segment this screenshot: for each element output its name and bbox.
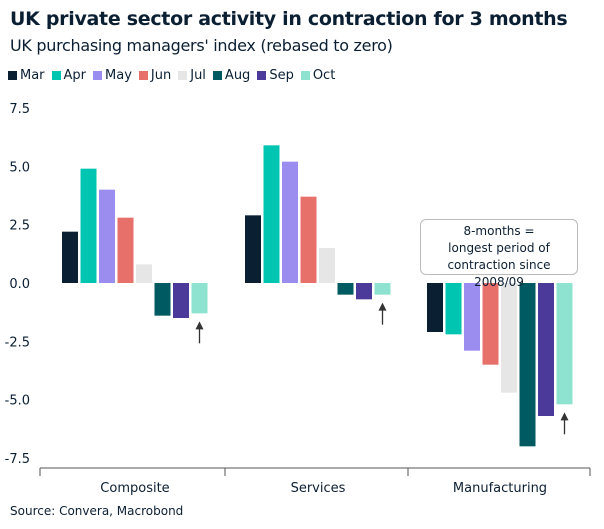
bar-apr-composite	[80, 168, 97, 283]
legend-label: Jun	[150, 68, 172, 83]
legend-label: Jul	[190, 68, 206, 83]
bar-jul-manufacturing	[501, 283, 517, 393]
legend-swatch	[257, 71, 267, 80]
legend-swatch	[178, 71, 188, 80]
y-tick-label: 5.0	[9, 160, 30, 175]
x-tick-label: Composite	[100, 481, 169, 496]
legend-swatch	[300, 71, 310, 80]
x-tick-label: Manufacturing	[453, 481, 547, 496]
bar-aug-services	[337, 283, 354, 295]
bar-jun-services	[300, 196, 317, 283]
y-tick-label: 2.5	[9, 219, 30, 234]
legend-label: Apr	[63, 68, 87, 83]
x-tick-label: Services	[291, 481, 346, 496]
bar-oct-services	[374, 283, 391, 295]
legend-label: Sep	[269, 68, 294, 83]
chart-subtitle: UK purchasing managers' index (rebased t…	[10, 36, 393, 55]
bar-jun-manufacturing	[482, 283, 499, 365]
bar-apr-manufacturing	[445, 283, 462, 335]
arrow-head-icon	[560, 412, 569, 421]
legend-item: May	[93, 68, 132, 83]
bar-oct-manufacturing	[556, 283, 573, 405]
bar-oct-composite	[191, 283, 208, 314]
y-tick-label: -7.5	[5, 452, 30, 467]
bar-may-composite	[99, 189, 115, 283]
legend-swatch	[212, 71, 222, 80]
legend-item: Sep	[257, 68, 294, 83]
legend-item: Jul	[178, 68, 206, 83]
source-note: Source: Convera, Macrobond	[10, 504, 184, 518]
bar-mar-composite	[62, 231, 78, 283]
bar-may-services	[282, 161, 298, 283]
bar-sep-composite	[173, 283, 189, 318]
y-tick-label: 7.5	[9, 102, 30, 117]
legend-label: Oct	[312, 68, 336, 83]
legend-item: Apr	[51, 68, 87, 83]
bar-sep-manufacturing	[538, 283, 554, 416]
chart-title: UK private sector activity in contractio…	[10, 8, 568, 30]
legend-item: Mar	[8, 68, 45, 83]
legend: Mar Apr May Jun Jul Aug Sep Oct	[8, 68, 342, 83]
annotation-box: 8-months = longest period of contraction…	[420, 219, 578, 289]
legend-swatch	[93, 71, 103, 80]
bar-mar-manufacturing	[427, 283, 443, 332]
bar-may-manufacturing	[464, 283, 480, 351]
y-tick-label: -5.0	[5, 394, 30, 409]
bar-aug-manufacturing	[519, 283, 536, 447]
bar-mar-services	[245, 215, 261, 283]
y-tick-label: 0.0	[9, 277, 30, 292]
annotation-line: longest period of	[448, 241, 550, 255]
bar-jun-composite	[117, 217, 134, 283]
legend-item: Aug	[212, 68, 251, 83]
arrow-head-icon	[195, 321, 204, 330]
bar-jul-services	[319, 248, 335, 283]
arrow-head-icon	[378, 302, 387, 311]
legend-item: Oct	[300, 68, 336, 83]
bar-apr-services	[263, 145, 280, 283]
legend-swatch	[138, 71, 148, 80]
legend-item: Jun	[138, 68, 172, 83]
bar-jul-composite	[136, 264, 152, 283]
legend-swatch	[8, 71, 17, 80]
y-tick-label: -2.5	[5, 335, 30, 350]
annotation-line: 8-months =	[463, 224, 535, 238]
legend-swatch	[51, 71, 61, 80]
legend-label: Aug	[224, 68, 251, 83]
annotation-line: contraction since 2008/09	[447, 258, 551, 289]
bar-sep-services	[356, 283, 372, 300]
legend-label: Mar	[20, 68, 45, 83]
legend-label: May	[105, 68, 132, 83]
bar-aug-composite	[154, 283, 171, 316]
